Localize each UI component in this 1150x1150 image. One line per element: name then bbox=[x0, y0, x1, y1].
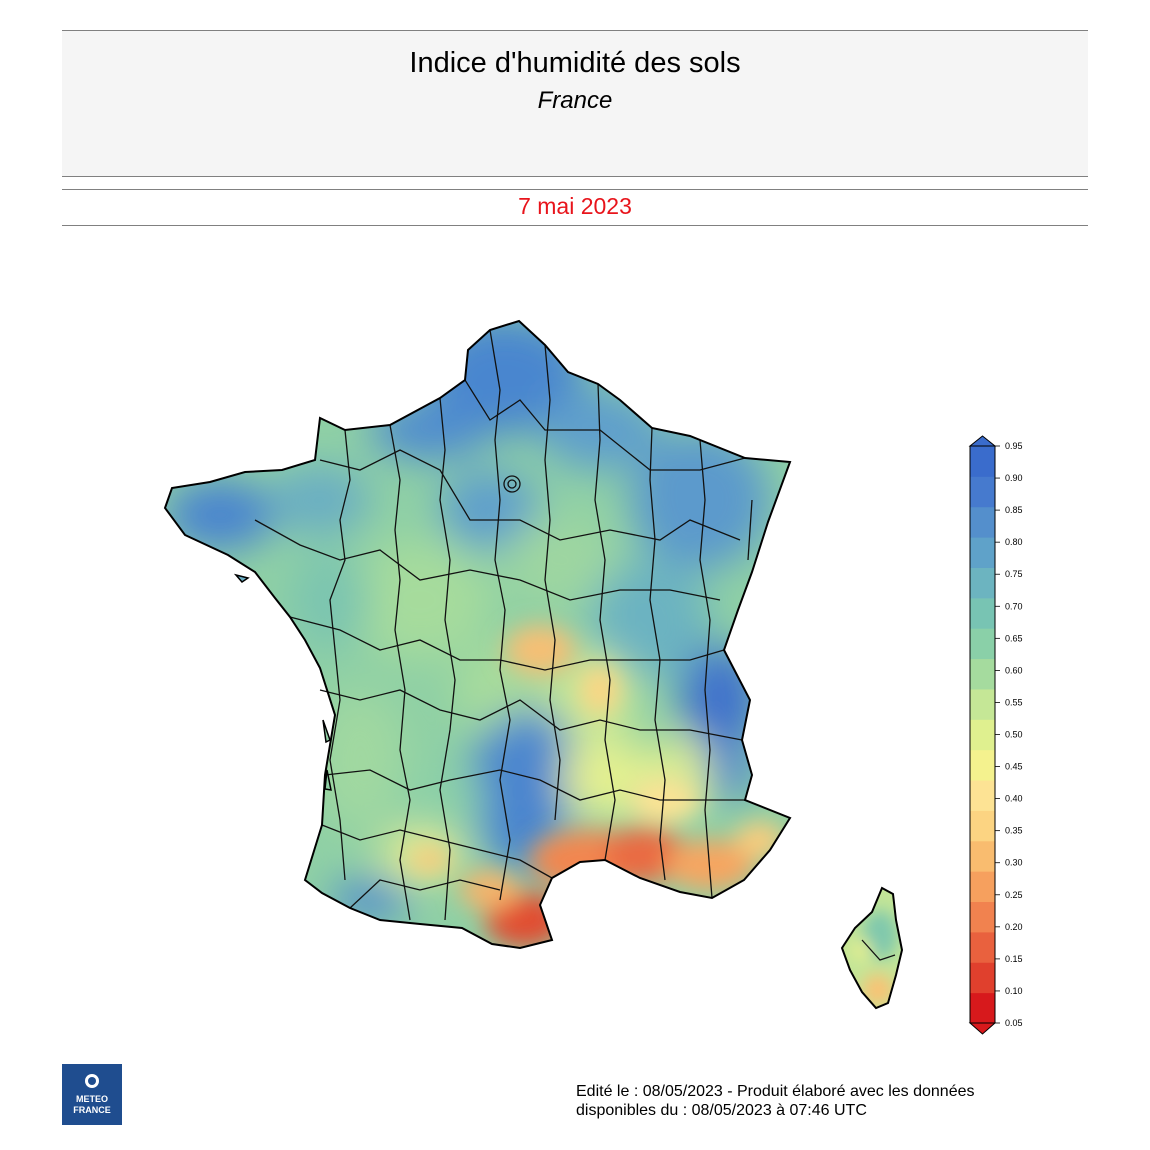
legend-band bbox=[970, 506, 995, 538]
legend-band bbox=[970, 749, 995, 781]
footer-note: Edité le : 08/05/2023 - Produit élaboré … bbox=[576, 1082, 1096, 1120]
meteo-france-icon bbox=[85, 1074, 99, 1088]
ile-oleron bbox=[324, 769, 332, 791]
legend-arrow-bottom bbox=[968, 1022, 997, 1035]
legend-band bbox=[970, 992, 995, 1024]
legend-tick-label: 0.70 bbox=[1005, 601, 1023, 611]
legend-tick-label: 0.40 bbox=[1005, 794, 1023, 804]
footer-line2: disponibles du : 08/05/2023 à 07:46 UTC bbox=[576, 1102, 867, 1119]
legend-tick-label: 0.90 bbox=[1005, 473, 1023, 483]
legend-tick-label: 0.65 bbox=[1005, 633, 1023, 643]
legend-tick-label: 0.35 bbox=[1005, 826, 1023, 836]
legend-band bbox=[970, 446, 995, 477]
legend-arrow-top bbox=[968, 435, 997, 447]
footer-line1: Edité le : 08/05/2023 - Produit élaboré … bbox=[576, 1083, 975, 1100]
date-panel: 7 mai 2023 bbox=[62, 189, 1088, 226]
legend-tick-label: 0.50 bbox=[1005, 730, 1023, 740]
legend-tick-label: 0.25 bbox=[1005, 890, 1023, 900]
legend-band bbox=[970, 780, 995, 811]
legend-tick-label: 0.20 bbox=[1005, 922, 1023, 932]
logo-line2: FRANCE bbox=[73, 1105, 111, 1115]
department-boundaries bbox=[254, 329, 896, 961]
legend-band bbox=[970, 810, 995, 842]
map-date: 7 mai 2023 bbox=[518, 193, 632, 219]
legend-band bbox=[970, 719, 995, 751]
corsica-fill bbox=[842, 888, 902, 1008]
map-subtitle: France bbox=[537, 87, 613, 114]
legend-band bbox=[970, 628, 995, 660]
legend-band bbox=[970, 597, 995, 629]
legend-band bbox=[970, 537, 995, 568]
mainland-fill bbox=[165, 321, 790, 948]
france-coastline bbox=[163, 319, 792, 950]
legend-tick-label: 0.30 bbox=[1005, 858, 1023, 868]
legend-band bbox=[970, 567, 995, 599]
legend-tick-label: 0.75 bbox=[1005, 569, 1023, 579]
legend-tick-label: 0.10 bbox=[1005, 986, 1023, 996]
paris-boundary bbox=[503, 475, 521, 493]
ile-de-re bbox=[322, 719, 331, 744]
legend-tick-label: 0.80 bbox=[1005, 537, 1023, 547]
legend-tick-label: 0.05 bbox=[1005, 1018, 1023, 1028]
map-title: Indice d'humidité des sols bbox=[409, 47, 741, 79]
corsica-coastline bbox=[840, 886, 904, 1010]
legend-tick-label: 0.85 bbox=[1005, 505, 1023, 515]
legend-tick-label: 0.45 bbox=[1005, 762, 1023, 772]
belle-ile bbox=[233, 573, 250, 583]
legend-tick-label: 0.95 bbox=[1005, 441, 1023, 451]
legend-tick-label: 0.15 bbox=[1005, 954, 1023, 964]
legend-bands bbox=[970, 446, 995, 1024]
legend-ticks: 0.05 0.10 0.15 0.20 0.25 0.30 0.35 0.40 0.45 0.50… bbox=[995, 441, 1023, 1028]
legend-band bbox=[970, 658, 995, 690]
legend-band bbox=[970, 476, 995, 508]
legend-band bbox=[970, 931, 995, 963]
legend-band bbox=[970, 688, 995, 720]
legend-band bbox=[970, 871, 995, 903]
legend-band bbox=[970, 962, 995, 994]
colorbar-legend: 0.05 0.10 0.15 0.20 0.25 0.30 0.35 0.40 0.45 0.50… bbox=[968, 435, 1023, 1035]
legend-band bbox=[970, 901, 995, 933]
legend-tick-label: 0.55 bbox=[1005, 697, 1023, 707]
legend-tick-label: 0.60 bbox=[1005, 665, 1023, 675]
logo-line1: METEO bbox=[75, 1094, 108, 1104]
legend-band bbox=[970, 840, 995, 872]
meteo-france-logo: METEO FRANCE bbox=[62, 1064, 122, 1125]
title-panel: Indice d'humidité des sols France bbox=[62, 30, 1088, 177]
